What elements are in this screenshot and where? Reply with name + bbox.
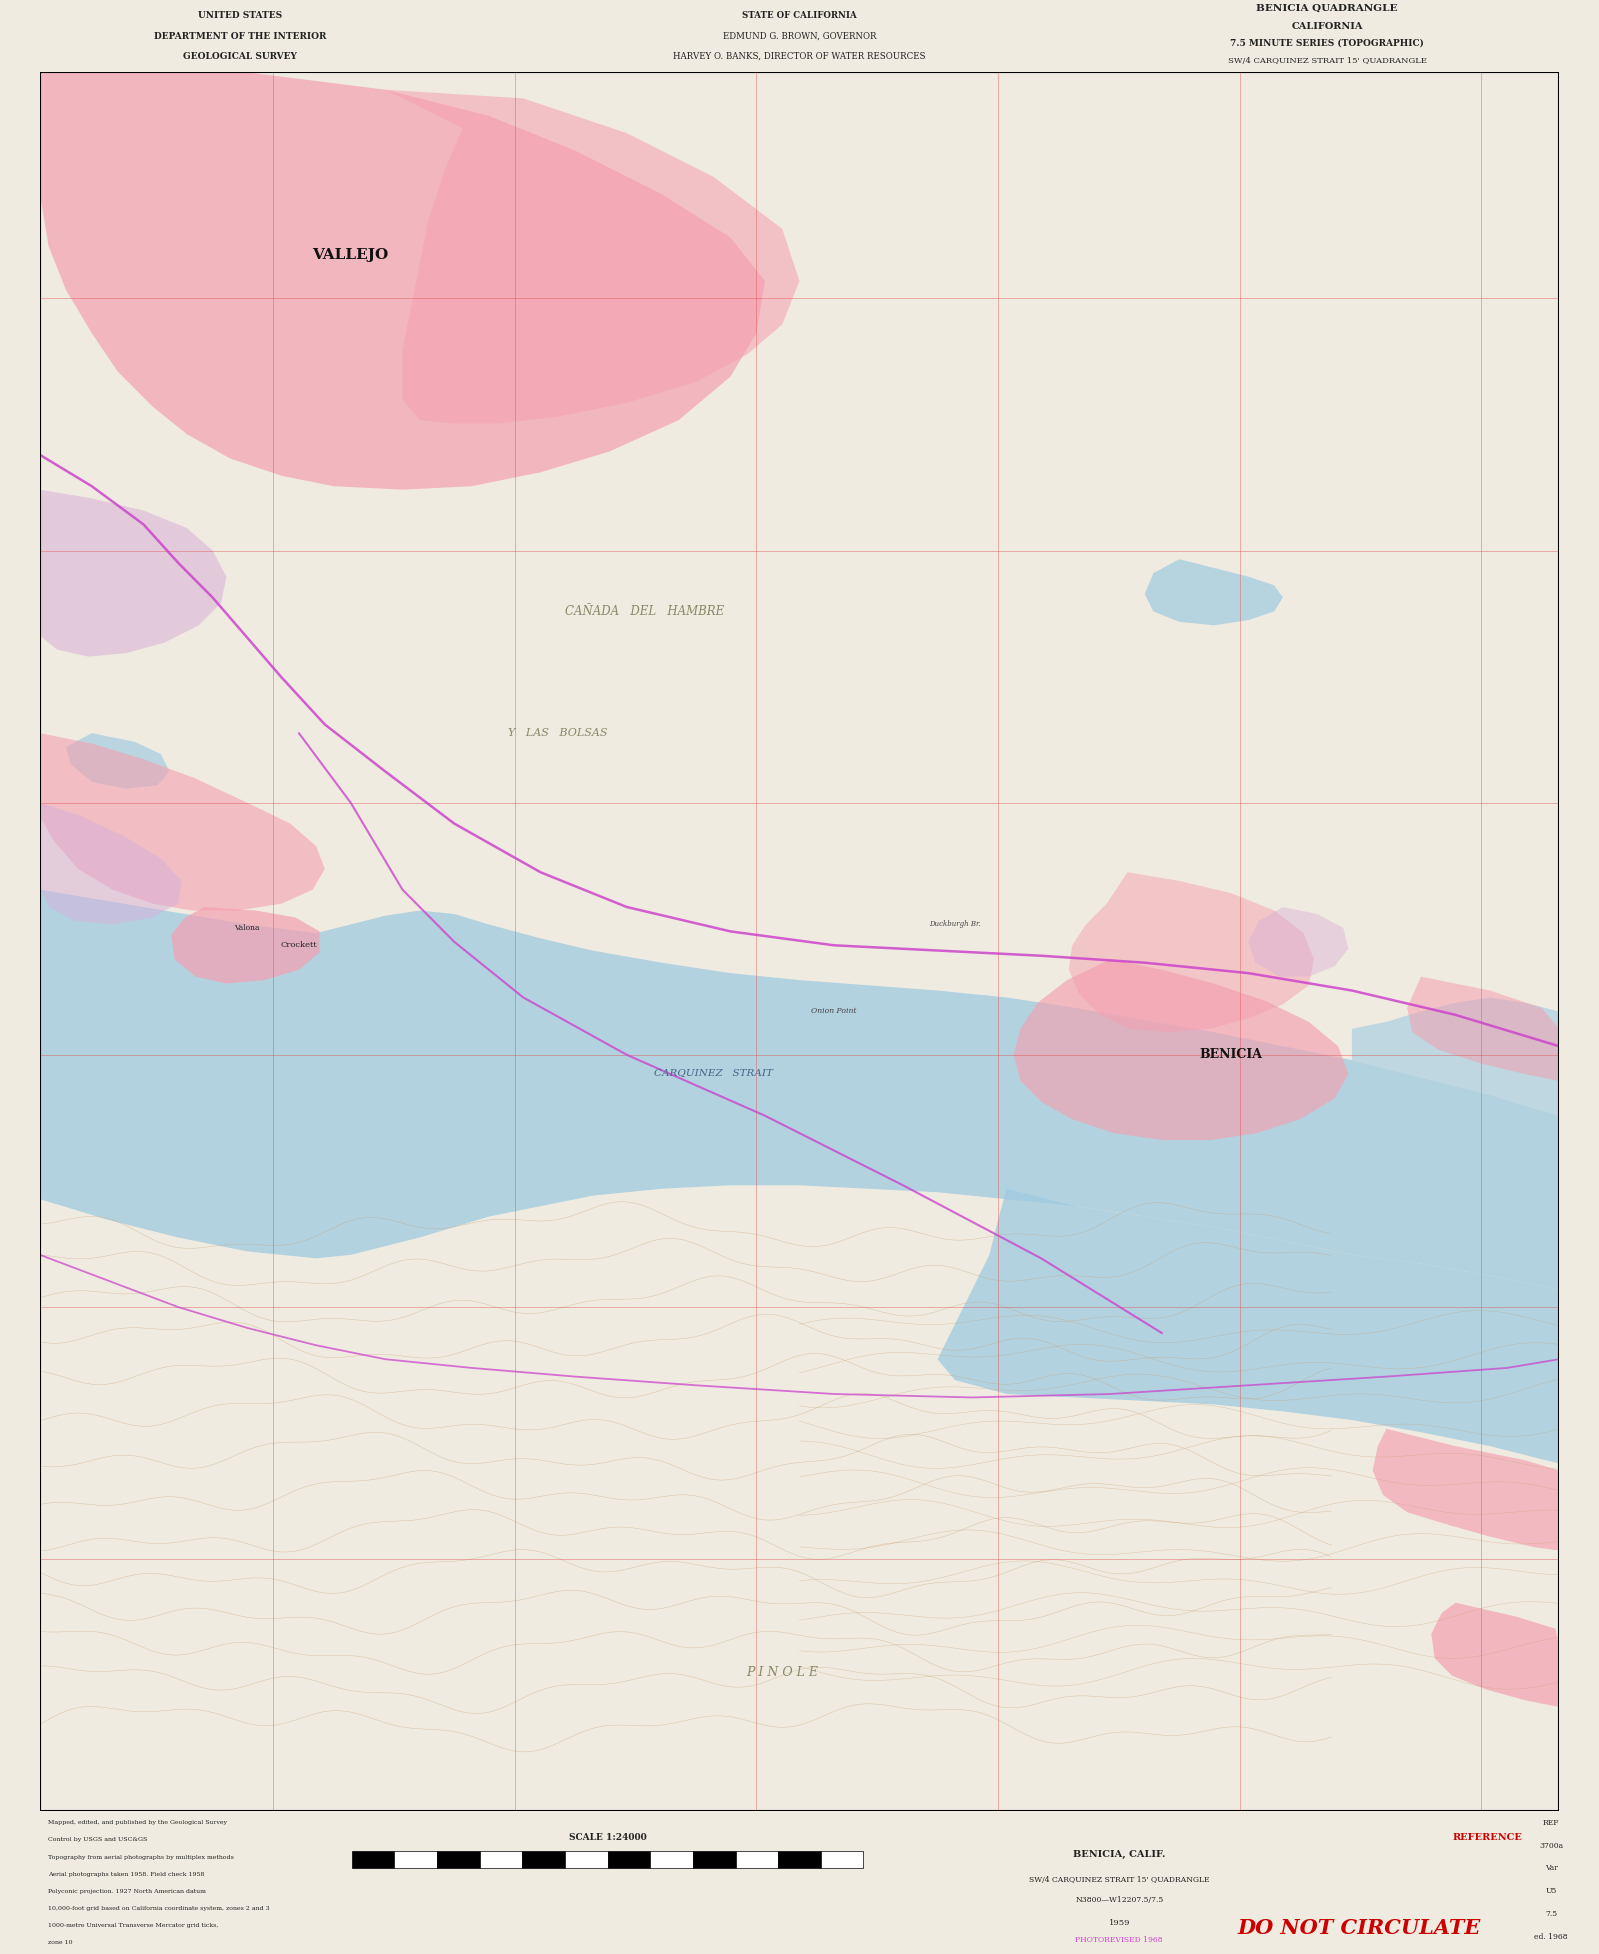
Polygon shape — [1431, 1602, 1559, 1708]
Text: BENICIA: BENICIA — [1199, 1049, 1263, 1061]
Text: N3800—W12207.5/7.5: N3800—W12207.5/7.5 — [1075, 1895, 1164, 1903]
Text: GEOLOGICAL SURVEY: GEOLOGICAL SURVEY — [182, 53, 297, 61]
Text: Onion Point: Onion Point — [811, 1008, 857, 1016]
Bar — [779, 1850, 820, 1868]
Text: CAÑADA   DEL   HAMBRE: CAÑADA DEL HAMBRE — [564, 606, 724, 617]
Text: SCALE 1:24000: SCALE 1:24000 — [569, 1833, 646, 1841]
Text: Y   LAS   BOLSAS: Y LAS BOLSAS — [508, 729, 608, 739]
Text: 1000-metre Universal Transverse Mercator grid ticks,: 1000-metre Universal Transverse Mercator… — [48, 1923, 219, 1929]
Bar — [651, 1850, 692, 1868]
Text: EDMUND G. BROWN, GOVERNOR: EDMUND G. BROWN, GOVERNOR — [723, 31, 876, 41]
Text: Crockett: Crockett — [280, 942, 317, 950]
Text: 10,000-foot grid based on California coordinate system, zones 2 and 3: 10,000-foot grid based on California coo… — [48, 1905, 270, 1911]
Polygon shape — [1249, 907, 1348, 977]
Text: Control by USGS and USC&GS: Control by USGS and USC&GS — [48, 1837, 147, 1843]
Bar — [820, 1850, 863, 1868]
Polygon shape — [40, 733, 325, 911]
Text: CALIFORNIA: CALIFORNIA — [1292, 21, 1362, 31]
Bar — [564, 1850, 608, 1868]
Bar — [523, 1850, 564, 1868]
Polygon shape — [40, 490, 227, 657]
Text: Var: Var — [1545, 1864, 1557, 1872]
Polygon shape — [1145, 559, 1282, 625]
Text: zone 10: zone 10 — [48, 1940, 72, 1944]
Text: Mapped, edited, and published by the Geological Survey: Mapped, edited, and published by the Geo… — [48, 1821, 227, 1825]
Polygon shape — [1351, 997, 1559, 1116]
Text: Polyconic projection. 1927 North American datum: Polyconic projection. 1927 North America… — [48, 1890, 206, 1893]
Text: UNITED STATES: UNITED STATES — [198, 12, 281, 20]
Text: CARQUINEZ   STRAIT: CARQUINEZ STRAIT — [654, 1067, 772, 1077]
Text: 7.5 MINUTE SERIES (TOPOGRAPHIC): 7.5 MINUTE SERIES (TOPOGRAPHIC) — [1230, 39, 1425, 49]
Bar — [692, 1850, 736, 1868]
Text: ed. 1968: ed. 1968 — [1533, 1933, 1569, 1940]
Text: DEPARTMENT OF THE INTERIOR: DEPARTMENT OF THE INTERIOR — [154, 31, 326, 41]
Text: DO NOT CIRCULATE: DO NOT CIRCULATE — [1238, 1919, 1481, 1938]
Text: SW/4 CARQUINEZ STRAIT 15' QUADRANGLE: SW/4 CARQUINEZ STRAIT 15' QUADRANGLE — [1228, 57, 1426, 64]
Bar — [736, 1850, 779, 1868]
Bar — [480, 1850, 523, 1868]
Polygon shape — [40, 72, 764, 490]
Text: 1959: 1959 — [1108, 1919, 1130, 1927]
Text: Aerial photographs taken 1958. Field check 1958: Aerial photographs taken 1958. Field che… — [48, 1872, 205, 1876]
Text: Valona: Valona — [235, 924, 261, 932]
Text: BENICIA, CALIF.: BENICIA, CALIF. — [1073, 1850, 1166, 1858]
Polygon shape — [1372, 1428, 1559, 1551]
Polygon shape — [171, 907, 320, 983]
Polygon shape — [40, 803, 182, 924]
Text: BENICIA QUADRANGLE: BENICIA QUADRANGLE — [1257, 4, 1398, 14]
Polygon shape — [937, 1188, 1559, 1464]
Text: REFERENCE: REFERENCE — [1452, 1833, 1522, 1841]
Text: Duckburgh Br.: Duckburgh Br. — [929, 920, 980, 928]
Text: P I N O L E: P I N O L E — [747, 1665, 819, 1678]
Text: SW/4 CARQUINEZ STRAIT 15' QUADRANGLE: SW/4 CARQUINEZ STRAIT 15' QUADRANGLE — [1030, 1876, 1209, 1884]
Text: REF: REF — [1543, 1819, 1559, 1827]
Text: STATE OF CALIFORNIA: STATE OF CALIFORNIA — [742, 12, 857, 20]
Polygon shape — [1014, 959, 1348, 1139]
Polygon shape — [66, 733, 169, 789]
Bar — [352, 1850, 395, 1868]
Polygon shape — [1068, 871, 1314, 1032]
Bar — [395, 1850, 437, 1868]
Text: 3700a: 3700a — [1538, 1841, 1564, 1850]
Text: Topography from aerial photographs by multiplex methods: Topography from aerial photographs by mu… — [48, 1854, 233, 1860]
Text: VALLEJO: VALLEJO — [312, 248, 389, 262]
Text: HARVEY O. BANKS, DIRECTOR OF WATER RESOURCES: HARVEY O. BANKS, DIRECTOR OF WATER RESOU… — [673, 53, 926, 61]
Polygon shape — [1407, 977, 1559, 1081]
Polygon shape — [40, 889, 1559, 1290]
Text: 7.5: 7.5 — [1545, 1911, 1557, 1919]
Bar — [608, 1850, 651, 1868]
Text: PHOTOREVISED 1968: PHOTOREVISED 1968 — [1076, 1936, 1162, 1944]
Text: U5: U5 — [1545, 1888, 1557, 1895]
Polygon shape — [385, 90, 800, 424]
Bar — [437, 1850, 480, 1868]
